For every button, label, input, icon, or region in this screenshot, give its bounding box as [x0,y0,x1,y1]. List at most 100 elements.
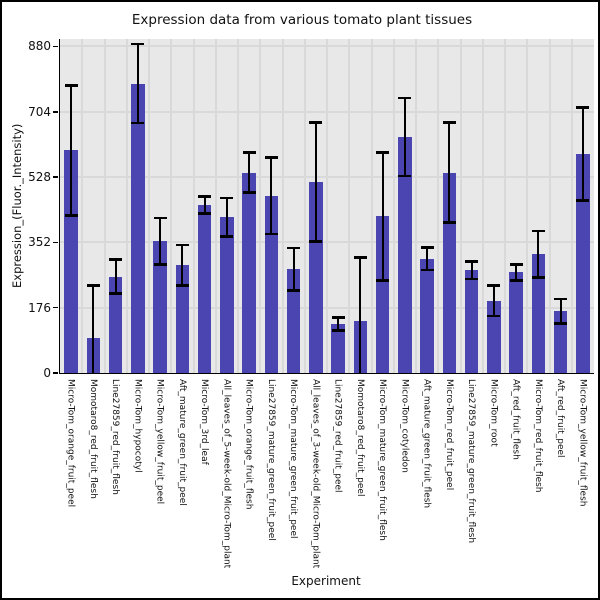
bar [64,150,78,373]
error-bar-cap-top [376,151,390,154]
error-bar-line [159,217,162,265]
error-bar-line [248,152,251,193]
error-bar-cap-bottom [465,277,479,281]
error-bar-cap-bottom [109,292,123,295]
gridline-vertical [103,39,106,373]
error-bar-cap-top [442,121,456,124]
gridline-vertical [259,39,262,373]
bar [375,216,390,373]
gridline-vertical [326,39,328,373]
error-bar-line [225,197,228,237]
error-bar-cap-top [309,121,323,124]
error-bar-cap-bottom [420,268,434,272]
error-bar-cap-bottom [220,235,234,238]
x-tick-label: Micro-Tom_orange_fruit_peel [65,379,76,508]
gridline-vertical [303,39,306,373]
bar [420,258,434,373]
y-tick-mark [53,110,58,113]
error-bar-cap-bottom [242,191,256,194]
gridline-vertical [392,39,395,373]
error-bar-cap-top [353,255,367,259]
error-bar-cap-bottom [287,288,301,292]
x-tick-label: Momotaro8_red_fruit_peel [354,379,365,497]
y-tick-mark [53,176,58,178]
gridline-vertical [504,39,506,373]
error-bar-line [292,247,295,291]
error-bar-cap-top [64,84,78,87]
error-bar-line [114,259,117,294]
plot-area-inner [60,39,594,373]
gridline-vertical [526,39,529,373]
gridline-vertical [237,39,239,373]
error-bar-cap-bottom [509,278,523,282]
error-bar-cap-top [531,229,545,233]
x-tick-label: Aft_mature_green_fruit_peel [176,379,187,506]
error-bar-line [136,44,139,123]
gridline-vertical [81,39,84,373]
y-tick-label: 880 [28,39,51,54]
bar [487,300,501,373]
x-tick-label: Line27859_mature_green_fruit_flesh [466,379,477,544]
bar [220,217,234,373]
error-bar-cap-bottom [554,322,568,325]
error-bar-line [448,122,451,223]
error-bar-line [470,261,473,280]
error-bar-line [537,230,540,278]
error-bar-line [203,196,206,214]
x-tick-label: All_leaves_of_3-week-old_Micro-Tom_plant [310,379,321,569]
error-bar-line [359,257,362,373]
bar [131,83,145,373]
error-bar-cap-top [420,246,434,249]
y-tick-mark [53,306,58,309]
error-bar-line [337,317,340,331]
error-bar-cap-top [131,42,145,46]
error-bar-cap-bottom [198,212,212,216]
y-tick-label: 704 [28,104,51,119]
gridline-vertical [125,39,128,373]
x-tick-label: Micro-Tom_red_fruit_flesh [532,379,543,493]
error-bar-cap-bottom [153,263,167,266]
error-bar-cap-bottom [487,314,501,318]
error-bar-cap-top [242,151,256,154]
error-bar-cap-bottom [531,276,545,279]
x-tick-label: Micro-Tom_mature_green_fruit_peel [288,379,299,539]
error-bar-line [314,122,317,242]
error-bar-cap-bottom [376,278,390,282]
error-bar-cap-top [331,316,345,319]
bar [264,195,279,373]
error-bar-line [559,299,562,324]
error-bar-cap-top [465,259,479,263]
error-bar-line [181,244,184,286]
y-tick-mark [53,45,58,48]
error-bar-line [492,285,495,316]
error-bar-cap-bottom [398,174,412,178]
gridline-vertical [281,39,284,373]
error-bar-cap-top [576,106,590,109]
bar [531,254,546,373]
error-bar-cap-top [220,196,234,200]
y-tick-label: 176 [28,300,51,315]
chart-title: Expression data from various tomato plan… [131,12,473,28]
gridline-vertical [170,39,173,373]
bar [309,181,323,373]
x-tick-label: Micro-Tom_yellow_fruit_flesh [577,379,588,507]
gridline-vertical [437,39,440,373]
y-axis-label: Expression_(Fluor._Intensity) [10,123,24,289]
x-tick-label: Aft_red_fruit_peel [555,379,566,458]
gridline-vertical [459,39,462,373]
error-bar-cap-bottom [175,284,189,288]
error-bar-line [403,98,406,176]
x-tick-label: Aft_red_fruit_flesh [510,379,521,460]
gridline-vertical [481,39,484,373]
x-tick-label: Micro-Tom_cotyledon [399,379,410,473]
plot-area [59,39,594,374]
error-bar-cap-bottom [331,329,345,332]
gridline-vertical [348,39,351,373]
gridline-vertical [548,39,551,373]
bar [242,172,256,373]
error-bar-cap-top [509,263,523,266]
error-bar-line [70,85,73,216]
x-tick-label: Micro-Tom_orange_fruit_flesh [243,379,254,510]
error-bar-cap-bottom [64,213,78,217]
error-bar-cap-bottom [131,121,145,125]
